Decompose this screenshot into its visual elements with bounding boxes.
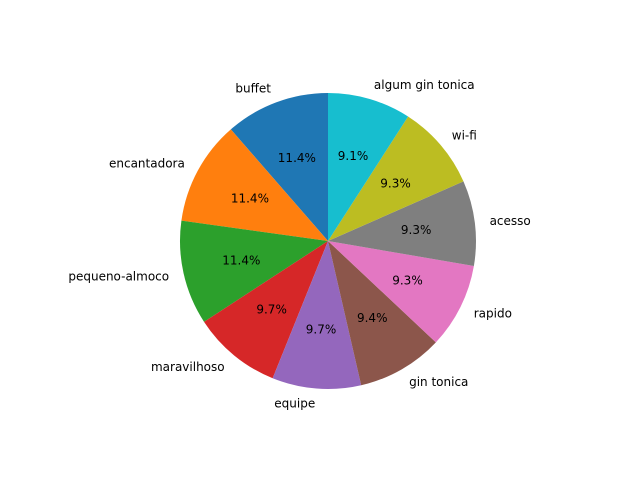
- pie-slice-encantadora: [181, 129, 328, 241]
- category-label-pequeno-almoco: pequeno-almoco: [68, 270, 169, 284]
- pie-slice-wi-fi: [328, 116, 464, 241]
- pie-slice-algum-gin-tonica: [328, 93, 409, 241]
- pie-slice-rapido: [328, 241, 474, 343]
- percent-label-wi-fi: 9.3%: [380, 176, 411, 190]
- percent-label-encantadora: 11.4%: [231, 192, 269, 206]
- pie-slice-gin-tonica: [328, 241, 436, 386]
- category-label-acesso: acesso: [490, 214, 531, 228]
- pie-slice-buffet: [230, 93, 328, 241]
- category-label-encantadora: encantadora: [109, 156, 185, 170]
- percent-labels: 11.4% 11.4% 11.4% 9.7% 9.7% 9.4% 9.3% 9.3% 9.3% 9…: [222, 149, 431, 337]
- percent-label-rapido: 9.3%: [392, 274, 423, 288]
- pie-slice-pequeno-almoco: [180, 220, 328, 322]
- pie-slice-maravilhoso: [204, 241, 328, 379]
- percent-label-gin-tonica: 9.4%: [357, 311, 388, 325]
- pie-slices: [180, 93, 476, 389]
- percent-label-algum-gin-tonica: 9.1%: [338, 149, 369, 163]
- category-label-equipe: equipe: [274, 396, 315, 410]
- category-label-algum-gin-tonica: algum gin tonica: [374, 78, 475, 92]
- pie-slice-acesso: [328, 181, 476, 266]
- percent-label-buffet: 11.4%: [278, 151, 316, 165]
- pie-slice-equipe: [272, 241, 362, 389]
- category-label-maravilhoso: maravilhoso: [151, 360, 225, 374]
- percent-label-equipe: 9.7%: [306, 323, 337, 337]
- category-label-gin-tonica: gin tonica: [409, 375, 468, 389]
- category-label-rapido: rapido: [474, 307, 512, 321]
- category-labels: buffet encantadora pequeno-almoco maravilho…: [68, 78, 530, 410]
- category-label-buffet: buffet: [235, 82, 271, 96]
- category-label-wi-fi: wi-fi: [452, 128, 477, 142]
- percent-label-acesso: 9.3%: [401, 223, 432, 237]
- percent-label-maravilhoso: 9.7%: [256, 303, 287, 317]
- percent-label-pequeno-almoco: 11.4%: [222, 253, 260, 267]
